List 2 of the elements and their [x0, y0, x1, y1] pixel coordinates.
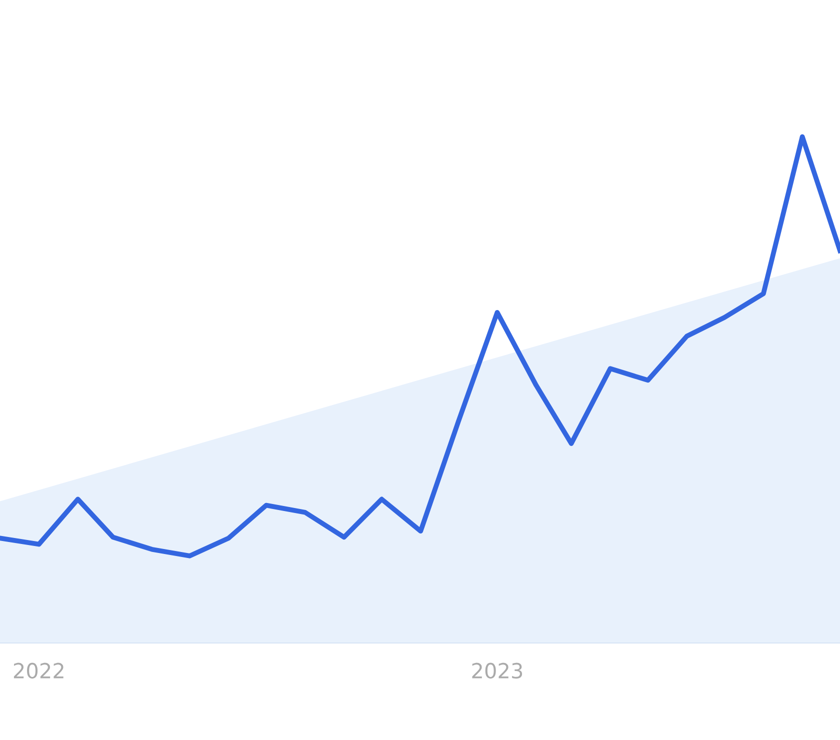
x-tick-label: 2023	[472, 662, 522, 679]
x-tick-label: 2022	[14, 662, 64, 679]
